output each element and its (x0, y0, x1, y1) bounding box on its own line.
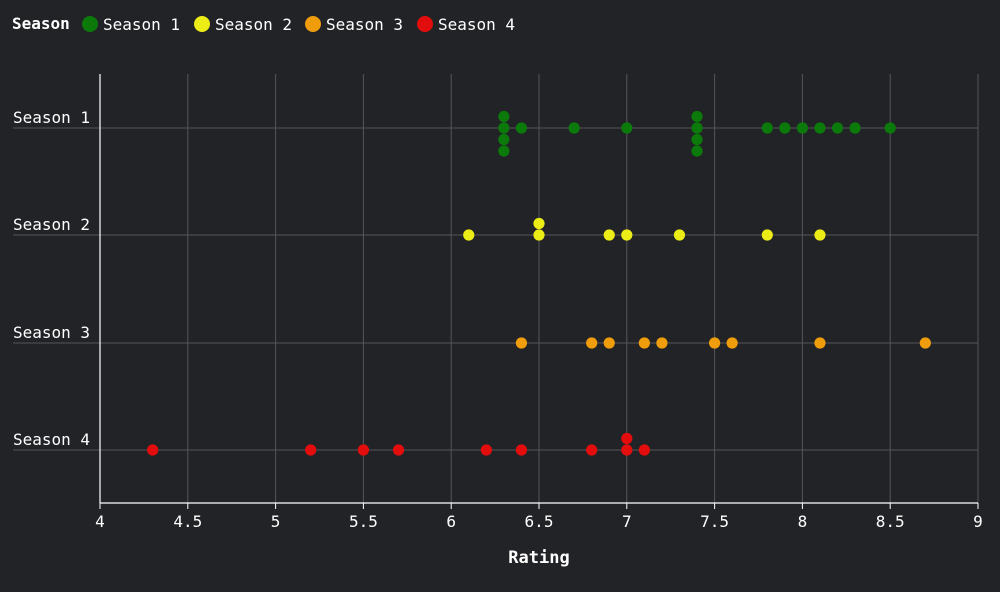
legend-label: Season 2 (215, 15, 292, 34)
y-category-label: Season 4 (13, 430, 90, 449)
data-point (638, 444, 650, 456)
data-point (515, 337, 528, 349)
y-category-label: Season 3 (13, 323, 90, 342)
data-point (515, 444, 528, 456)
data-point (621, 229, 633, 241)
data-point (305, 444, 317, 456)
y-category-label: Season 1 (13, 108, 90, 127)
data-point (796, 122, 809, 134)
x-tick-label: 4 (95, 512, 105, 531)
data-point (814, 337, 826, 349)
data-point (884, 122, 896, 134)
data-point (919, 337, 931, 349)
data-point (814, 122, 826, 134)
data-point (849, 122, 861, 134)
data-point (147, 444, 159, 456)
data-point (515, 122, 528, 134)
data-point (761, 229, 773, 241)
data-point (709, 337, 721, 349)
data-point (621, 444, 633, 456)
legend-item: Season 1 (82, 15, 180, 34)
x-axis-title: Rating (508, 548, 569, 568)
data-point (673, 229, 686, 241)
data-point (533, 217, 545, 230)
data-point (831, 122, 844, 134)
legend-item: Season 3 (305, 15, 403, 34)
data-point (463, 229, 475, 241)
data-point (691, 122, 703, 134)
data-point (568, 122, 580, 134)
x-tick-label: 5 (271, 512, 281, 531)
x-tick-label: 5.5 (349, 512, 378, 531)
data-point (726, 337, 738, 349)
data-point (603, 229, 615, 241)
data-point (533, 229, 545, 241)
x-tick-label: 6.5 (525, 512, 554, 531)
data-point (691, 110, 703, 123)
legend-label: Season 1 (103, 15, 180, 34)
y-category-label: Season 2 (13, 215, 90, 234)
legend: Season Season 1 Season 2 Season 3 Season 4 (12, 14, 515, 34)
legend-label: Season 3 (326, 15, 403, 34)
data-point (357, 444, 369, 456)
x-tick-label: 7 (622, 512, 632, 531)
legend-swatch (305, 16, 321, 32)
legend-swatch (82, 16, 98, 32)
legend-item: Season 2 (194, 15, 292, 34)
data-point (498, 110, 510, 123)
data-point (586, 337, 598, 349)
y-axis-categories: Season 1 Season 2 Season 3 Season 4 (13, 108, 90, 449)
data-point (498, 133, 510, 146)
data-point (638, 337, 650, 349)
legend-label: Season 4 (438, 15, 515, 34)
legend-item: Season 4 (417, 15, 515, 34)
legend-swatch (417, 16, 433, 32)
data-point (498, 122, 510, 134)
data-point (779, 122, 791, 134)
x-axis-ticks: 4 4.5 5 5.5 6 6.5 7 7.5 8 8.5 9 (95, 503, 983, 531)
data-point (498, 145, 510, 157)
data-point (814, 229, 826, 241)
grid (13, 74, 979, 503)
x-tick-label: 4.5 (173, 512, 202, 531)
data-point (656, 337, 668, 349)
x-tick-label: 6 (446, 512, 456, 531)
legend-title: Season (12, 14, 70, 33)
data-point (621, 122, 633, 134)
data-point (480, 444, 492, 456)
data-point (691, 133, 703, 146)
data-point (603, 337, 615, 349)
data-point (392, 444, 405, 456)
x-tick-label: 9 (973, 512, 983, 531)
x-tick-label: 7.5 (700, 512, 729, 531)
x-tick-label: 8.5 (876, 512, 905, 531)
data-point (621, 432, 633, 445)
data-point (691, 145, 703, 157)
data-points (147, 110, 931, 456)
x-tick-label: 8 (798, 512, 808, 531)
data-point (761, 122, 773, 134)
legend-swatch (194, 16, 210, 32)
data-point (586, 444, 598, 456)
